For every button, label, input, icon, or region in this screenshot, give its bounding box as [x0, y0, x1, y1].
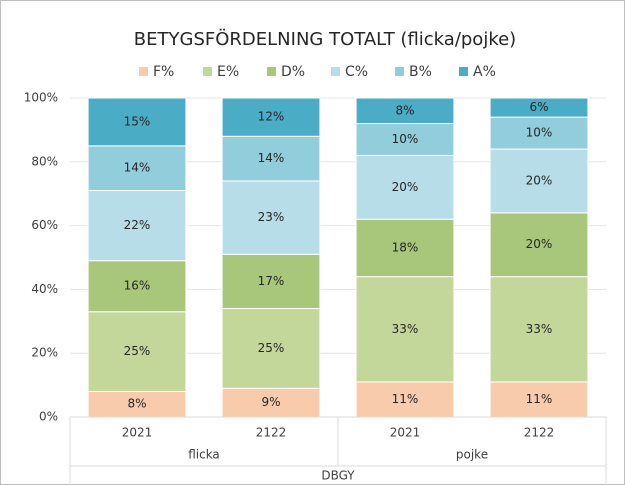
bar-segment — [221, 253, 321, 310]
data-label: 16% — [124, 279, 151, 293]
data-label: 6% — [529, 100, 548, 114]
legend-swatch — [267, 67, 276, 76]
bar-segment — [87, 145, 187, 192]
legend-label: E% — [217, 64, 239, 80]
bar-segment — [87, 190, 187, 262]
bar-segment — [87, 97, 187, 147]
bar-segment — [355, 276, 455, 383]
bar-segment — [489, 148, 589, 214]
legend-swatch — [331, 67, 340, 76]
bar-segment — [221, 387, 321, 418]
data-label: 10% — [526, 126, 553, 140]
super-group-label: DBGY — [321, 469, 355, 483]
legend-swatch — [203, 67, 212, 76]
legend-label: C% — [345, 64, 368, 80]
data-label: 14% — [124, 161, 151, 175]
data-label: 11% — [526, 392, 553, 406]
data-label: 15% — [124, 114, 151, 128]
data-label: 9% — [261, 395, 280, 409]
group-label: flicka — [188, 448, 220, 462]
bar-segment — [87, 390, 187, 418]
data-label: 10% — [392, 132, 419, 146]
bar-segment — [489, 97, 589, 118]
bar-segment — [87, 311, 187, 392]
y-tick-label: 100% — [24, 91, 58, 105]
bar-segment — [221, 97, 321, 137]
bar-segment — [355, 218, 455, 278]
x-tick-label: 2122 — [524, 426, 555, 440]
data-label: 20% — [526, 237, 553, 251]
data-label: 20% — [526, 173, 553, 187]
bar-segment — [489, 381, 589, 418]
data-label: 23% — [258, 210, 285, 224]
x-tick-label: 2021 — [390, 426, 421, 440]
y-tick-label: 20% — [31, 346, 58, 360]
bar-segment — [221, 135, 321, 182]
data-label: 12% — [258, 110, 285, 124]
y-tick-label: 80% — [31, 154, 58, 168]
data-label: 20% — [392, 180, 419, 194]
bar-segment — [355, 97, 455, 125]
data-label: 22% — [124, 218, 151, 232]
bar-segment — [355, 154, 455, 220]
bar-segment — [221, 180, 321, 255]
y-tick-label: 60% — [31, 218, 58, 232]
legend-label: F% — [153, 64, 174, 80]
data-label: 33% — [392, 322, 419, 336]
bar-segment — [221, 308, 321, 389]
data-label: 14% — [258, 151, 285, 165]
data-label: 11% — [392, 392, 419, 406]
legend-swatch — [459, 67, 468, 76]
data-label: 33% — [526, 322, 553, 336]
x-tick-label: 2021 — [122, 426, 153, 440]
data-label: 8% — [395, 103, 414, 117]
chart-title: BETYGSFÖRDELNING TOTALT (flicka/pojke) — [134, 28, 516, 50]
data-label: 17% — [258, 274, 285, 288]
data-label: 18% — [392, 240, 419, 254]
data-label: 8% — [127, 397, 146, 411]
bar-segment — [489, 276, 589, 383]
data-label: 25% — [258, 341, 285, 355]
bar-segment — [355, 381, 455, 418]
legend-label: B% — [409, 64, 432, 80]
y-tick-label: 0% — [39, 410, 58, 424]
bar-segment — [489, 212, 589, 278]
group-label: pojke — [456, 448, 488, 462]
x-tick-label: 2122 — [256, 426, 287, 440]
legend-label: A% — [473, 64, 496, 80]
legend-swatch — [395, 67, 404, 76]
y-tick-label: 40% — [31, 282, 58, 296]
legend-swatch — [139, 67, 148, 76]
legend-label: D% — [281, 64, 305, 80]
data-label: 25% — [124, 344, 151, 358]
